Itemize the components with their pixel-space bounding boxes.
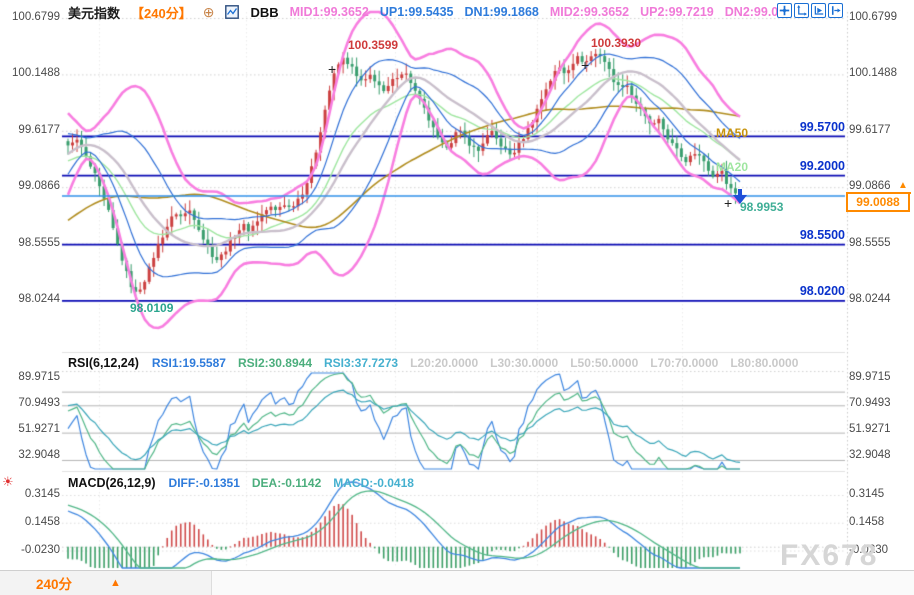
crosshair-icon[interactable] [777,3,792,18]
pan-right-icon[interactable] [828,3,843,18]
indicator-values: MID1:99.3652 UP1:99.5435 DN1:99.1868 MID2:9… [290,5,779,19]
macd-title: MACD(26,12,9) [68,476,156,490]
indicator-chart-icon[interactable] [225,5,240,19]
sun-icon[interactable]: ☀ [2,474,14,489]
chart-toolbar [777,3,843,18]
timeframe-label[interactable]: 【240分】 [131,5,192,21]
expand-icon[interactable]: ⊕ [202,4,215,20]
rsi-value: RSI3:37.7273 [324,356,399,370]
current-price-box: 99.0088 [846,192,910,213]
down-arrow-tip-icon [733,195,747,204]
axis-play-icon[interactable] [811,3,826,18]
timeframe-value: 240分 [36,577,73,592]
indicator-name[interactable]: DBB [250,4,279,20]
bottom-bar: 240分 ▲ [0,570,914,595]
rsi-value: L70:70.0000 [650,356,719,370]
indicator-value: MID2:99.3652 [549,5,630,19]
timeframe-arrow-icon: ▲ [110,577,121,589]
macd-value: MACD:-0.0418 [333,476,414,490]
indicator-value: UP2:99.7219 [640,5,714,19]
indicator-value: DN1:99.1868 [464,5,539,19]
rsi-value: L50:50.0000 [570,356,639,370]
macd-value: DIFF:-0.1351 [168,476,240,490]
rsi-title: RSI(6,12,24) [68,356,139,370]
axis-scale-icon[interactable] [794,3,809,18]
indicator-value: MID1:99.3652 [289,5,369,19]
price-alert-arrow-icon[interactable]: ▲ [895,181,911,194]
down-arrow-icon [738,189,742,195]
rsi-values: RSI1:19.5587 RSI2:30.8944 RSI3:37.7273 L20:… [152,356,799,370]
indicator-value: UP1:99.5435 [379,5,454,19]
rsi-value: L30:30.0000 [490,356,559,370]
chart-header: 美元指数 【240分】 ⊕ DBB MID1:99.3652 UP1:99.543… [68,3,778,21]
macd-value: DEA:-0.1142 [251,476,322,490]
rsi-value: RSI1:19.5587 [151,356,226,370]
indicator-value: DN2:99.0 [724,5,779,19]
timeframe-selector[interactable]: 240分 ▲ [0,571,212,595]
rsi-header: RSI(6,12,24) RSI1:19.5587 RSI2:30.8944 RSI… [68,356,798,370]
macd-values: DIFF:-0.1351 DEA:-0.1142 MACD:-0.0418 [169,476,414,490]
rsi-value: RSI2:30.8944 [237,356,312,370]
symbol-name: 美元指数 [68,5,121,21]
rsi-value: L20:20.0000 [410,356,479,370]
macd-header: MACD(26,12,9) DIFF:-0.1351 DEA:-0.1142 MAC… [68,476,414,490]
rsi-value: L80:80.0000 [730,356,799,370]
